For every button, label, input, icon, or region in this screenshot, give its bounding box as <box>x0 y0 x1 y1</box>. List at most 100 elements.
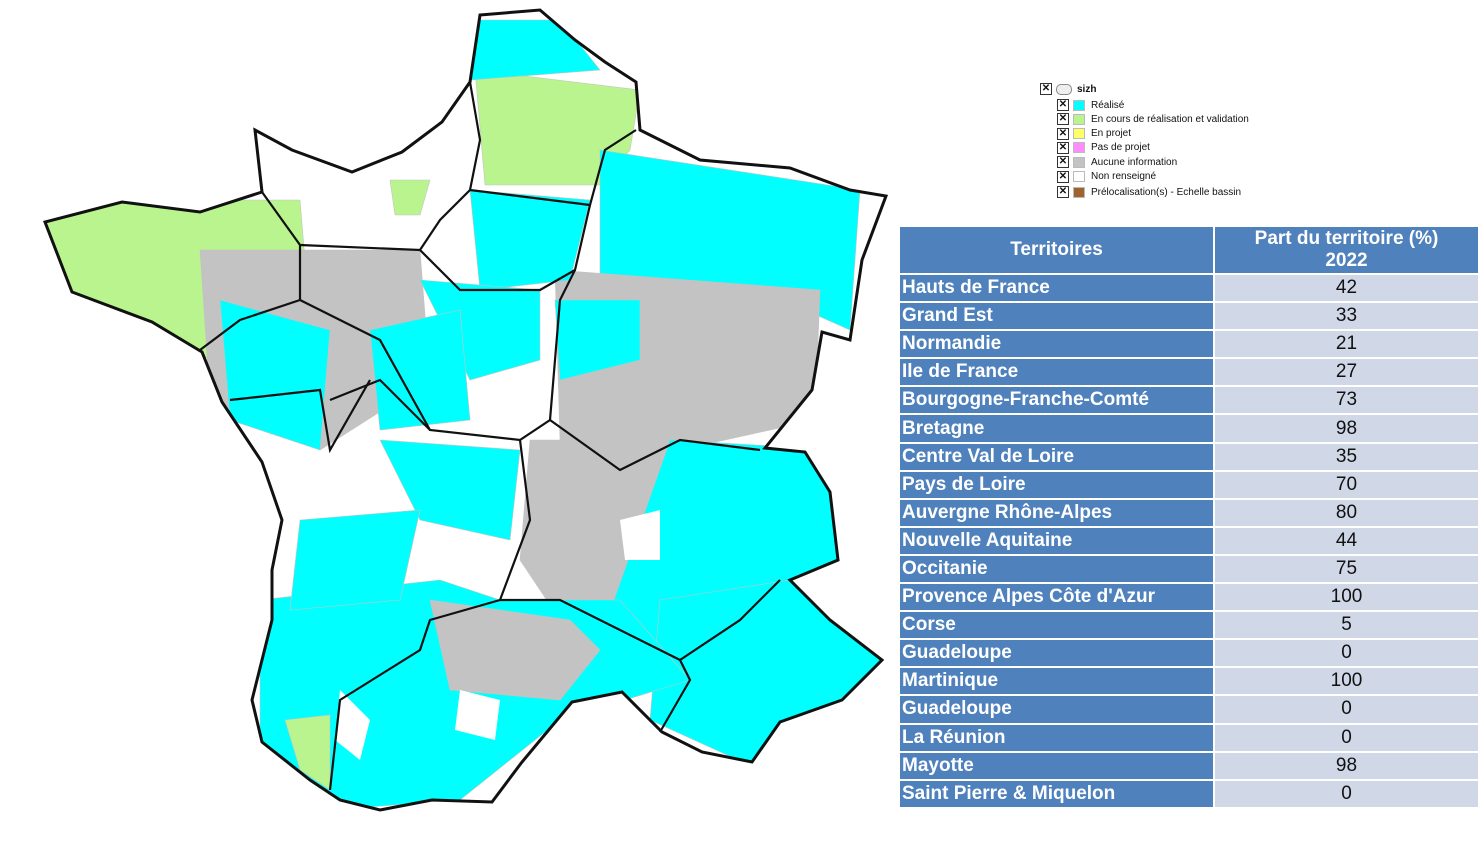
value-cell: 0 <box>1215 780 1480 809</box>
territory-cell: Hauts de France <box>900 275 1215 304</box>
table-row: La Réunion 0 <box>900 724 1480 753</box>
table-row: Centre Val de Loire 35 <box>900 443 1480 472</box>
value-cell: 44 <box>1215 527 1480 556</box>
value-cell: 21 <box>1215 331 1480 360</box>
map-area <box>554 299 641 381</box>
header-cell: Territoires <box>900 227 1215 275</box>
value-cell: 33 <box>1215 303 1480 332</box>
value-cell: 73 <box>1215 387 1480 416</box>
territory-cell: Saint Pierre & Miquelon <box>900 780 1215 809</box>
table-row: Normandie 21 <box>900 331 1480 360</box>
region-border <box>329 378 431 431</box>
territory-cell: Guadeloupe <box>900 696 1215 725</box>
territory-cell: Auvergne Rhône-Alpes <box>900 499 1215 528</box>
legend-swatch <box>1073 128 1085 140</box>
map-outline <box>42 8 889 812</box>
territory-cell: Centre Val de Loire <box>900 443 1215 472</box>
checkbox: ✕ <box>1057 99 1069 111</box>
legend-label: Pas de projet <box>1091 142 1150 154</box>
table-row: Bretagne 98 <box>900 415 1480 444</box>
value-cell: 0 <box>1215 724 1480 753</box>
legend-label: Réalisé <box>1091 99 1125 111</box>
table-row: Guadeloupe 0 <box>900 640 1480 669</box>
table-row: Nouvelle Aquitaine 44 <box>900 527 1480 556</box>
map-gap <box>200 420 250 480</box>
territory-cell: Bourgogne-Franche-Comté <box>900 387 1215 416</box>
value-cell: 75 <box>1215 555 1480 585</box>
region-border <box>419 204 592 292</box>
table-row: Pays de Loire 70 <box>900 471 1480 500</box>
checkbox: ✕ <box>1057 170 1069 183</box>
legend-swatch <box>1073 171 1085 182</box>
table-row: Bourgogne-Franche-Comté 73 <box>900 387 1480 416</box>
legend-item: ✕ En cours de réalisation et validation <box>1057 112 1249 126</box>
map-gap <box>455 690 500 740</box>
legend-title: sizh <box>1077 83 1097 95</box>
legend-label: Prélocalisation(s) - Echelle bassin <box>1091 186 1242 198</box>
territory-cell: Normandie <box>900 331 1215 360</box>
region-border <box>500 598 692 733</box>
header-cell: Part du territoire (%) 2022 <box>1215 227 1480 275</box>
territory-cell: La Réunion <box>900 724 1215 753</box>
territory-cell: Bretagne <box>900 415 1215 444</box>
checkbox: ✕ <box>1057 186 1069 199</box>
legend-swatch <box>1073 113 1085 125</box>
map-gap <box>335 690 370 760</box>
map-areas <box>45 19 886 810</box>
territory-cell: Ile de France <box>900 359 1215 388</box>
map <box>42 8 889 812</box>
territory-cell: Provence Alpes Côte d'Azur <box>900 584 1215 613</box>
territory-cell: Corse <box>900 612 1215 641</box>
checkbox: ✕ <box>1040 83 1052 95</box>
header-text: Territoires <box>1010 239 1103 260</box>
legend-label: Non renseigné <box>1091 171 1157 182</box>
map-area <box>379 439 521 541</box>
value-cell: 5 <box>1215 612 1480 641</box>
legend-label: En cours de réalisation et validation <box>1091 113 1249 125</box>
table-row: Mayotte 98 <box>900 752 1480 781</box>
territory-cell: Occitanie <box>900 555 1215 585</box>
legend-swatch <box>1073 186 1085 198</box>
territory-cell: Guadeloupe <box>900 640 1215 669</box>
layer-icon <box>1056 83 1072 95</box>
legend-item: ✕ Prélocalisation(s) - Echelle bassin <box>1057 185 1241 199</box>
region-border <box>549 419 761 472</box>
value-cell: 98 <box>1215 752 1480 781</box>
table-row: Provence Alpes Côte d'Azur 100 <box>900 584 1480 613</box>
legend-item: ✕ En projet <box>1057 127 1131 141</box>
map-area <box>429 599 601 701</box>
legend-item: ✕ Pas de projet <box>1057 141 1150 155</box>
territory-cell: Nouvelle Aquitaine <box>900 527 1215 556</box>
checkbox: ✕ <box>1057 156 1069 169</box>
legend-swatch <box>1073 99 1085 111</box>
value-cell: 98 <box>1215 415 1480 444</box>
table-row: Guadeloupe 0 <box>900 696 1480 725</box>
map-area <box>389 179 431 216</box>
table-row: Ile de France 27 <box>900 359 1480 388</box>
region-border <box>328 439 532 791</box>
map-area <box>459 19 601 81</box>
legend-label: Aucune information <box>1091 156 1178 168</box>
value-cell: 0 <box>1215 696 1480 725</box>
corsica <box>855 710 875 770</box>
value-cell: 100 <box>1215 668 1480 697</box>
table-row: Martinique 100 <box>900 668 1480 697</box>
value-cell: 70 <box>1215 471 1480 500</box>
header-row: Territoires Part du territoire (%) 2022 <box>900 227 1480 275</box>
legend: ✕ sizh ✕ Réalisé ✕ En cours de réalisation et… <box>1040 80 1300 205</box>
region-border <box>299 189 471 252</box>
value-cell: 100 <box>1215 584 1480 613</box>
legend-label: En projet <box>1091 128 1132 140</box>
territory-cell: Martinique <box>900 668 1215 697</box>
table-row: Occitanie 75 <box>900 555 1480 585</box>
legend-item: ✕ Non renseigné <box>1057 170 1156 184</box>
table: Territoires Part du territoire (%) 2022 H… <box>900 227 1480 809</box>
value-cell: 80 <box>1215 499 1480 528</box>
legend-item: ✕ Réalisé <box>1057 98 1124 112</box>
legend-item: ✕ Aucune information <box>1057 155 1177 169</box>
checkbox: ✕ <box>1057 141 1069 154</box>
checkbox: ✕ <box>1057 127 1069 140</box>
value-cell: 0 <box>1215 640 1480 669</box>
territory-cell: Pays de Loire <box>900 471 1215 500</box>
